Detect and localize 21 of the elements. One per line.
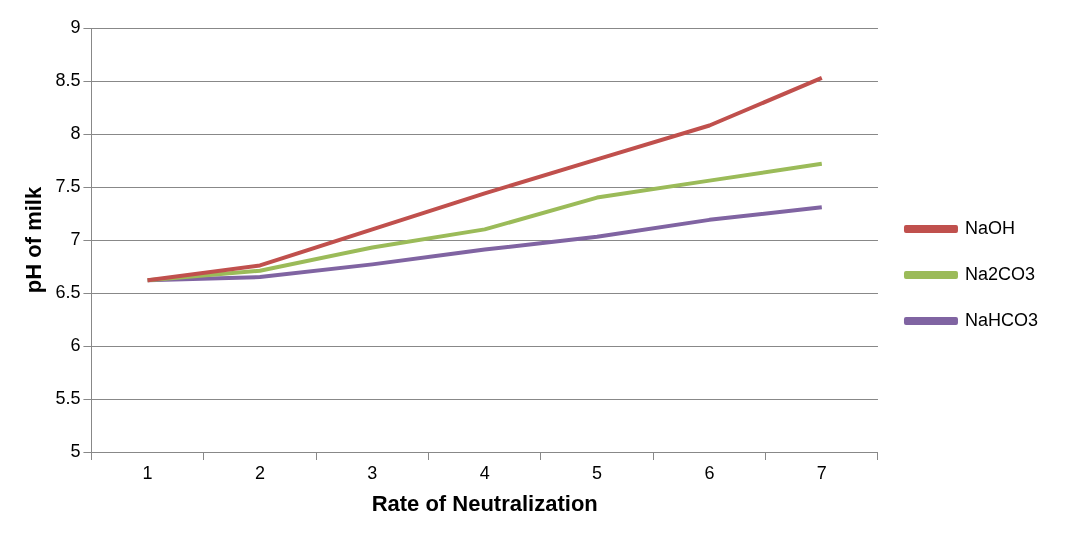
y-tick-label: 9 bbox=[70, 16, 81, 37]
y-tick-label: 8 bbox=[70, 122, 81, 143]
y-tick-label: 7 bbox=[70, 228, 81, 249]
y-tick-label: 6 bbox=[70, 334, 81, 355]
x-tick-label: 6 bbox=[704, 462, 715, 483]
y-tick-label: 8.5 bbox=[55, 69, 81, 90]
x-tick-label: 3 bbox=[367, 462, 378, 483]
legend-label: NaOH bbox=[964, 217, 1015, 238]
y-tick-label: 5.5 bbox=[55, 387, 81, 408]
x-tick-label: 7 bbox=[816, 462, 827, 483]
legend-label: Na2CO3 bbox=[964, 263, 1036, 284]
x-tick-label: 2 bbox=[254, 462, 265, 483]
x-axis-title: Rate of Neutralization bbox=[371, 490, 598, 516]
legend-label: NaHCO3 bbox=[964, 309, 1039, 330]
x-tick-label: 5 bbox=[592, 462, 603, 483]
x-tick-label: 1 bbox=[142, 462, 153, 483]
y-tick-label: 7.5 bbox=[55, 175, 81, 196]
x-tick-label: 4 bbox=[479, 462, 490, 483]
y-axis-title: pH of milk bbox=[21, 186, 47, 294]
y-tick-label: 6.5 bbox=[55, 281, 81, 302]
y-tick-label: 5 bbox=[70, 440, 81, 461]
